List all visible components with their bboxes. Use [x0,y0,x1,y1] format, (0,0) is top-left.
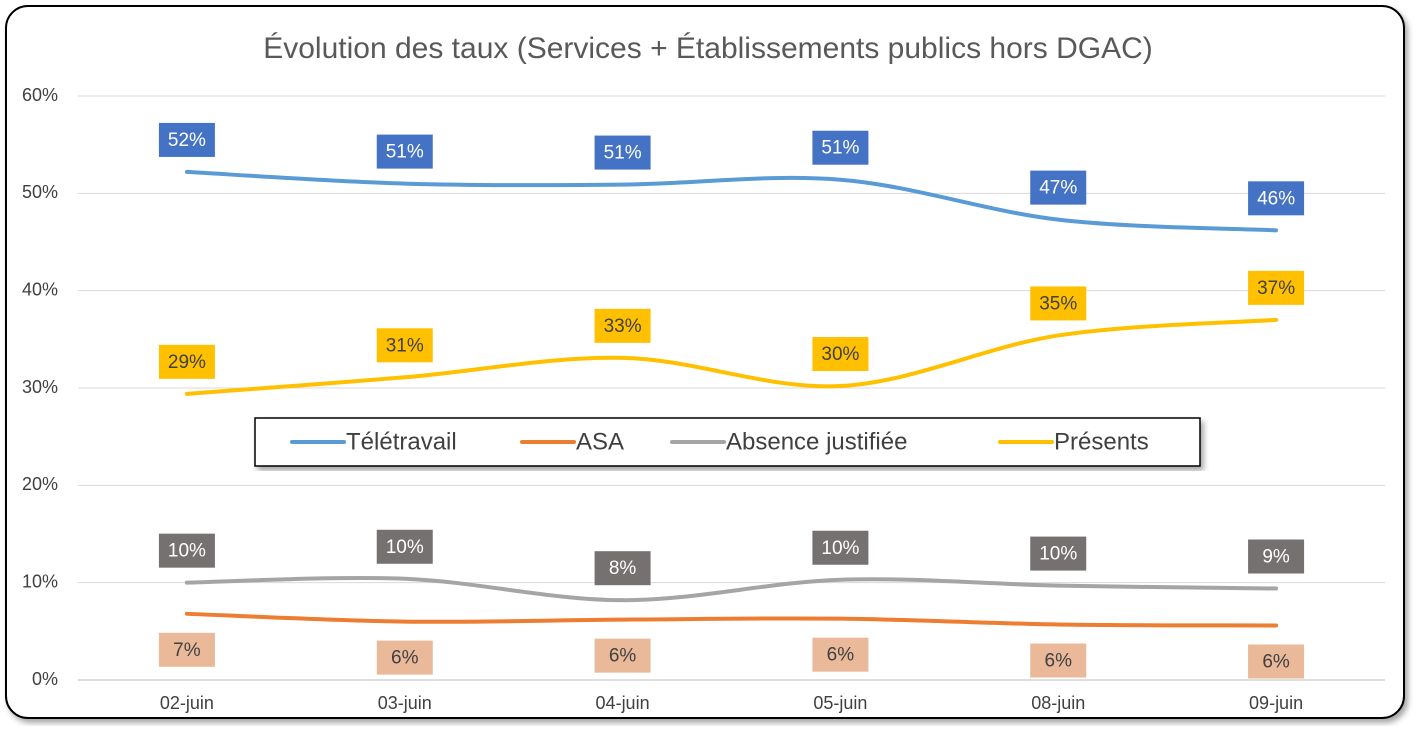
data-label-box [594,135,651,170]
data-label: 37% [1257,278,1295,299]
y-tick-label: 40% [22,279,58,299]
x-tick-label: 08-juin [1031,693,1085,713]
data-label-box [158,632,215,667]
data-label-box [1030,643,1087,678]
data-label: 30% [821,344,859,365]
data-label: 6% [827,645,855,666]
data-label-box [1030,170,1087,205]
data-label-box [594,638,651,673]
data-label-box [594,308,651,343]
data-label-box [594,551,651,586]
data-label-box [376,134,433,169]
data-label: 31% [386,335,424,356]
data-label-box [158,533,215,568]
data-label-box [376,640,433,675]
data-label: 47% [1039,178,1077,199]
data-label: 6% [1262,652,1290,673]
legend-label: Télétravail [346,428,457,455]
data-label-box [158,344,215,379]
line-series [184,169,1279,233]
line-series [184,611,1279,628]
data-label: 10% [168,541,206,562]
data-label-box [812,130,869,165]
data-label-box [1030,286,1087,321]
data-label-box [1248,270,1305,305]
legend-label: Présents [1054,428,1149,455]
data-label-box [158,122,215,157]
data-label: 6% [1045,651,1073,672]
data-label-box [1248,644,1305,679]
data-label: 9% [1262,547,1290,568]
chart-title: Évolution des taux (Services + Établisse… [263,32,1153,65]
x-tick-label: 03-juin [378,693,432,713]
x-tick-label: 05-juin [813,693,867,713]
legend-label: Absence justifiée [726,428,907,455]
x-tick-label: 09-juin [1249,693,1303,713]
y-tick-label: 10% [22,571,58,591]
x-tick-label: 04-juin [596,693,650,713]
data-label-box [812,530,869,565]
data-label-box [812,337,869,372]
y-tick-label: 50% [22,182,58,202]
data-label: 10% [386,537,424,558]
data-label-box [376,529,433,564]
y-tick-label: 0% [32,669,58,689]
data-label: 10% [1039,544,1077,565]
data-label-box [812,637,869,672]
data-label: 6% [391,648,419,669]
x-tick-label: 02-juin [160,693,214,713]
data-label: 51% [821,138,859,159]
data-label: 33% [604,316,642,337]
data-label: 10% [821,538,859,559]
y-tick-label: 60% [22,85,58,105]
data-label-box [376,328,433,363]
data-label-box [1030,536,1087,571]
legend-label: ASA [576,428,624,455]
data-label: 52% [168,130,206,151]
line-series [184,317,1279,396]
data-label: 46% [1257,188,1295,209]
chart-frame [5,5,1405,719]
data-label-box [1248,539,1305,574]
data-label: 29% [168,352,206,373]
data-label: 35% [1039,293,1077,314]
data-label-box [1248,181,1305,216]
y-tick-label: 20% [22,474,58,494]
line-series [184,575,1279,603]
y-tick-label: 30% [22,377,58,397]
data-label: 6% [609,646,637,667]
data-label: 51% [386,142,424,163]
data-label: 51% [604,143,642,164]
data-label: 7% [173,640,201,661]
data-label: 8% [609,558,637,579]
